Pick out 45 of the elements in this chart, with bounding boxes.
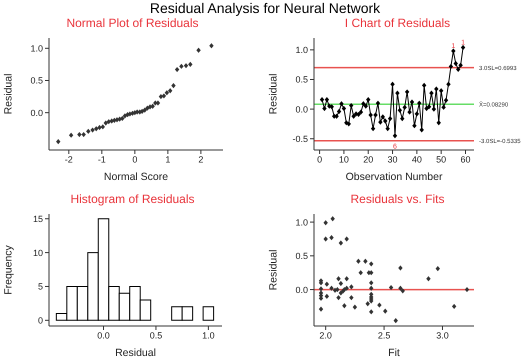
x-tick-label: 2.5 — [378, 330, 390, 340]
y-axis-title: Frequency — [2, 244, 15, 295]
x-tick-label: 1.0 — [202, 330, 215, 340]
y-tick-label: 0.0 — [30, 108, 43, 118]
x-tick-label: 20 — [363, 154, 374, 164]
text: Residual Analysis for Neural Network — [148, 0, 382, 16]
y-tick-label: 1.0 — [295, 217, 308, 228]
x-tick-label: 0.5 — [150, 330, 162, 340]
x-tick-label: -2 — [64, 154, 73, 164]
x-tick-label: 0 — [132, 154, 138, 164]
x-axis-title: Normal Score — [104, 171, 168, 183]
y-tick-label: 1.0 — [30, 43, 43, 54]
x-tick-label: 2 — [198, 154, 204, 164]
y-tick-label: 1.0 — [295, 45, 308, 56]
chart-title: Residuals vs. Fits — [349, 191, 446, 208]
x-axis-title: Fit — [388, 347, 400, 359]
y-tick-label: 0.5 — [30, 76, 43, 86]
y-tick-label: 0.5 — [295, 251, 308, 262]
chart-title: I Chart of Residuals — [344, 15, 452, 32]
y-axis-title: Residual — [268, 250, 280, 290]
x-tick-label: 40 — [412, 154, 422, 164]
y-tick-label: 15 — [32, 214, 43, 224]
x-tick-label: 3.0 — [436, 330, 449, 340]
x-axis-title: Residual — [115, 347, 156, 359]
y-tick-label: 5 — [38, 282, 43, 292]
y-axis-title: Residual — [268, 74, 280, 114]
y-tick-label: 0 — [38, 316, 43, 326]
x-tick-label: 0 — [317, 154, 322, 164]
x-tick-label: 1 — [165, 154, 170, 164]
x-tick-label: 2.0 — [319, 330, 332, 340]
x-tick-label: 60 — [460, 154, 470, 164]
x-axis-title: Observation Number — [346, 171, 443, 183]
y-tick-label: -0.5 — [292, 134, 308, 144]
chart-title: Normal Plot of Residuals — [65, 15, 200, 32]
x-tick-label: 30 — [388, 154, 398, 164]
y-tick-label: 0.0 — [295, 104, 308, 114]
x-tick-label: 10 — [338, 154, 349, 164]
x-tick-label: 50 — [436, 154, 446, 164]
y-tick-label: 0.0 — [295, 284, 308, 295]
x-tick-label: -1 — [98, 154, 106, 164]
y-tick-label: 0.5 — [295, 74, 308, 85]
y-axis-title: Residual — [2, 74, 15, 114]
y-tick-label: 10 — [32, 248, 43, 258]
chart-title: Histogram of Residuals — [69, 191, 196, 208]
x-tick-label: 0.0 — [97, 330, 110, 340]
